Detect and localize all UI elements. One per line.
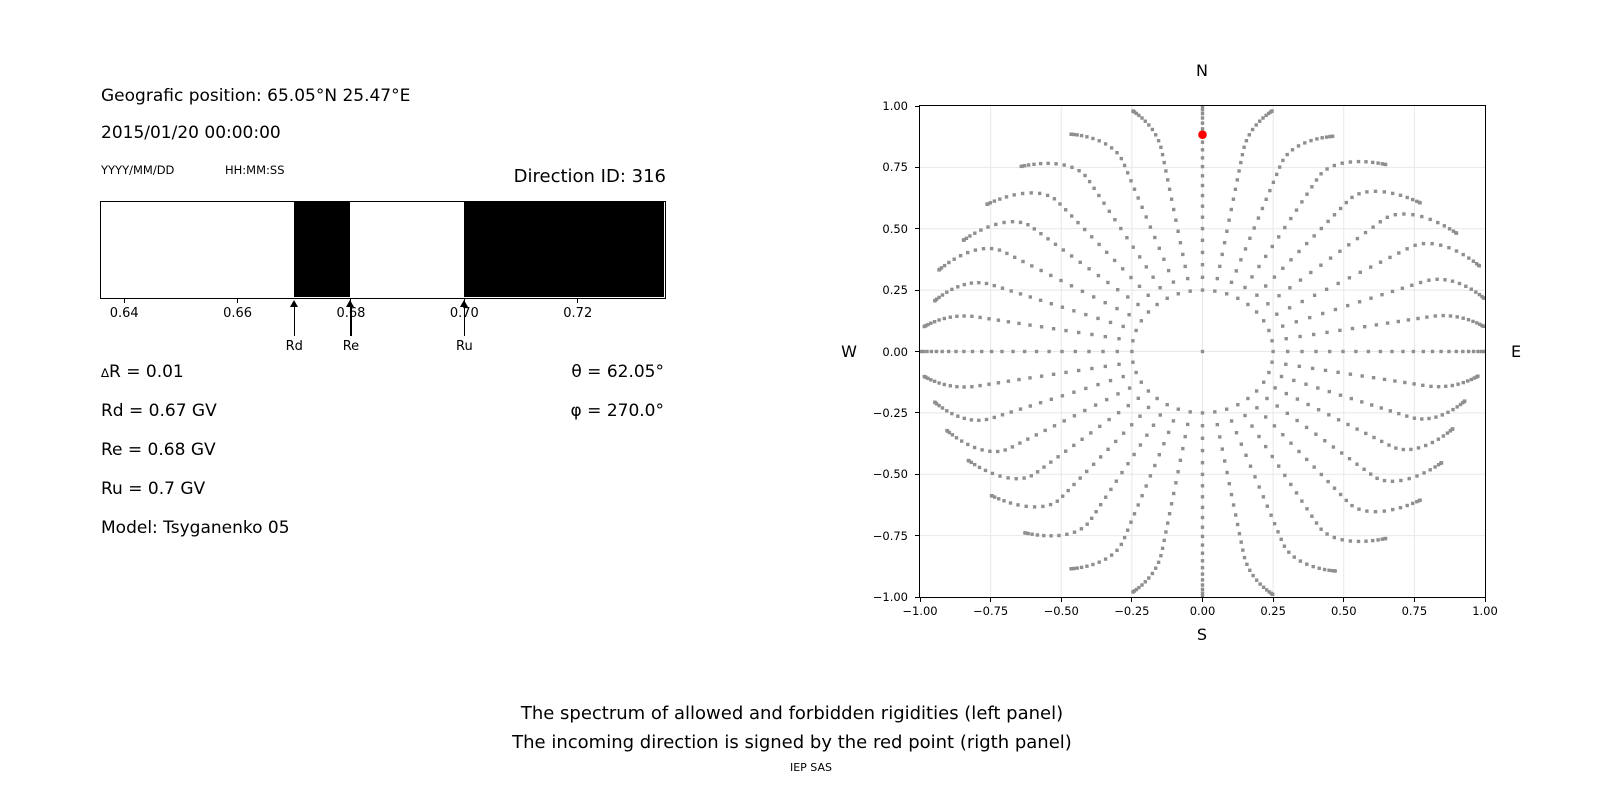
theta-text: θ = 62.05° <box>571 362 664 382</box>
y-tick-label: 0.75 <box>882 160 908 175</box>
x-tick-label: −0.50 <box>1043 604 1079 618</box>
forbidden-band <box>293 202 351 297</box>
marker-arrow-head <box>459 300 468 307</box>
y-tick-mark <box>915 596 919 598</box>
marker-arrow-shaft <box>350 306 352 336</box>
compass-label-north: N <box>1196 61 1208 80</box>
x-tick-label: −0.75 <box>973 604 1009 618</box>
y-tick-mark <box>915 166 919 168</box>
caption-line-1: The spectrum of allowed and forbidden ri… <box>520 703 1064 724</box>
x-tick-mark <box>919 598 921 602</box>
re-text: Re = 0.68 GV <box>101 440 216 460</box>
forbidden-band <box>463 202 664 297</box>
direction-id-text: Direction ID: 316 <box>513 166 666 187</box>
x-tick-label: 0.72 <box>563 306 593 321</box>
y-tick-label: 0.25 <box>882 283 908 298</box>
y-tick-mark <box>915 228 919 230</box>
y-tick-mark <box>915 412 919 414</box>
compass-label-west: W <box>841 342 857 361</box>
y-tick-label: 0.50 <box>882 221 908 236</box>
y-tick-mark <box>915 105 919 107</box>
x-tick-label: 0.00 <box>1189 604 1216 618</box>
y-tick-label: −0.25 <box>872 405 908 420</box>
x-tick-mark <box>1413 598 1415 602</box>
marker-arrow-shaft <box>463 306 466 336</box>
marker-arrow-shaft <box>293 306 296 336</box>
x-tick-mark <box>237 299 239 303</box>
x-tick-mark <box>1272 598 1274 602</box>
x-tick-label: 0.64 <box>109 306 139 321</box>
delta-r-text: ∆R = 0.01 <box>101 362 184 382</box>
x-tick-label: 0.75 <box>1401 604 1428 618</box>
phi-text: φ = 270.0° <box>570 401 664 421</box>
rd-text: Rd = 0.67 GV <box>101 401 217 421</box>
y-tick-label: −1.00 <box>872 590 908 604</box>
x-tick-mark <box>990 598 992 602</box>
marker-arrow-head <box>346 300 355 307</box>
marker-label: Re <box>342 339 360 354</box>
x-tick-mark <box>577 299 579 303</box>
y-tick-mark <box>915 351 919 352</box>
x-tick-mark <box>1202 598 1203 602</box>
ru-text: Ru = 0.7 GV <box>101 479 206 499</box>
direction-scatter-svg <box>920 106 1485 597</box>
x-tick-mark <box>1343 598 1345 602</box>
x-tick-label: 1.00 <box>1472 604 1498 618</box>
delta-symbol: ∆ <box>101 366 110 380</box>
x-tick-label: 0.25 <box>1260 604 1286 618</box>
y-tick-mark <box>915 535 919 537</box>
x-tick-mark <box>1484 598 1486 602</box>
x-tick-label: −1.00 <box>902 604 938 618</box>
compass-label-east: E <box>1510 342 1522 361</box>
x-tick-mark <box>123 299 125 303</box>
y-tick-label: −0.50 <box>872 467 908 482</box>
red-direction-point <box>1198 130 1207 140</box>
x-tick-label: 0.66 <box>223 306 253 321</box>
compass-label-south: S <box>1196 625 1208 644</box>
marker-label: Ru <box>456 339 473 354</box>
x-tick-label: 0.50 <box>1330 604 1357 618</box>
marker-arrow-head <box>289 300 298 307</box>
x-tick-label: −0.25 <box>1114 604 1150 618</box>
time-format-label: HH:MM:SS <box>225 163 285 177</box>
geo-position-text: Geografic position: 65.05°N 25.47°E <box>101 86 411 106</box>
y-tick-mark <box>915 473 919 475</box>
caption-line-2: The incoming direction is signed by the … <box>512 732 1072 753</box>
y-tick-label: 0.00 <box>882 344 908 359</box>
marker-label: Rd <box>285 339 303 354</box>
y-tick-mark <box>915 289 919 291</box>
date-format-label: YYYY/MM/DD <box>101 163 175 177</box>
x-tick-mark <box>1060 598 1062 602</box>
y-tick-label: 1.00 <box>882 99 908 113</box>
datetime-text: 2015/01/20 00:00:00 <box>101 123 281 143</box>
model-text: Model: Tsyganenko 05 <box>101 518 290 538</box>
y-tick-label: −0.75 <box>872 528 908 543</box>
x-tick-mark <box>1131 598 1133 602</box>
credit-text: IEP SAS <box>789 761 833 774</box>
rigidity-spectrum-plot <box>100 201 666 299</box>
